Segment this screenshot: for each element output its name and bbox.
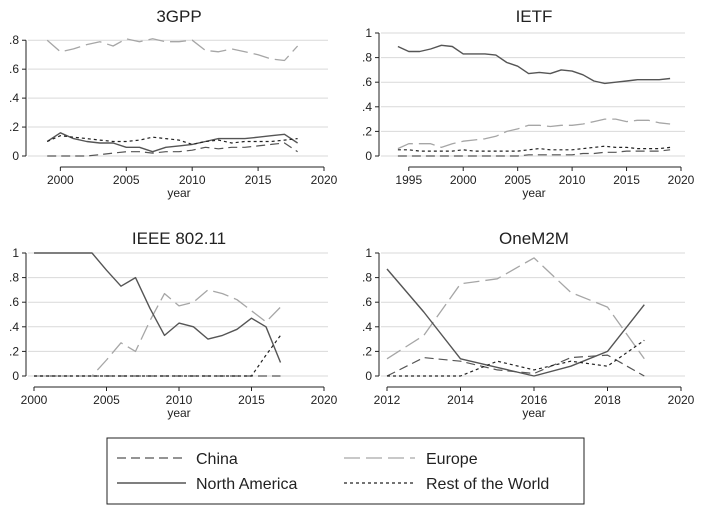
legend-label-europe: Europe [426, 451, 478, 468]
x-tick-label: 2005 [113, 173, 140, 187]
series-line-rest-of-the-world [387, 339, 645, 377]
x-tick-label: 2010 [559, 173, 586, 187]
x-tick-label: 2020 [311, 393, 338, 407]
x-tick-label: 2010 [166, 393, 193, 407]
x-tick-label: 2020 [311, 173, 338, 187]
series-line-rest-of-the-world [34, 335, 281, 377]
x-tick-label: 2015 [245, 173, 272, 187]
series-line-europe [397, 118, 671, 150]
x-tick-label: 2020 [668, 173, 695, 187]
y-tick-label: .6 [9, 62, 19, 76]
legend-box [106, 437, 585, 505]
y-tick-label: .8 [362, 51, 372, 65]
y-tick-label: .6 [362, 295, 372, 309]
panel-ieee-802-11: IEEE 802.11 0 .2 .4 .6 .8 1 2000 2005 2010 2015 202… [9, 229, 338, 420]
panel-title: IEEE 802.11 [132, 229, 226, 248]
y-tick-label: 1 [12, 246, 19, 260]
panel-3gpp: 3GPP 0 .2 .4 .6 .8 2000 2005 2010 2015 2020 year [9, 7, 338, 200]
series-line-rest-of-the-world [397, 145, 671, 152]
x-tick-label: 2014 [447, 393, 474, 407]
series-line-rest-of-the-world [46, 135, 298, 145]
x-axis-label: year [167, 406, 190, 420]
series-line-europe [386, 257, 645, 360]
y-tick-label: .2 [362, 124, 372, 138]
legend-label-rest-of-the-world: Rest of the World [426, 476, 549, 493]
y-tick-label: 0 [365, 149, 372, 163]
series-line-north-america [397, 44, 671, 85]
series-line-north-america [46, 132, 298, 153]
legend: China Europe North America Rest of the W… [106, 437, 585, 505]
x-tick-label: 2015 [238, 393, 265, 407]
y-tick-label: .2 [9, 344, 19, 358]
x-tick-label: 2005 [504, 173, 531, 187]
y-tick-label: .6 [9, 295, 19, 309]
legend-label-china: China [196, 451, 238, 468]
x-tick-label: 2010 [179, 173, 206, 187]
panel-title: OneM2M [499, 229, 569, 248]
x-axis-label: year [167, 186, 190, 200]
y-tick-label: .8 [362, 271, 372, 285]
y-tick-label: .4 [9, 320, 19, 334]
y-tick-label: .4 [362, 100, 372, 114]
series-line-europe [34, 289, 281, 377]
y-tick-label: .4 [9, 91, 19, 105]
y-tick-label: .2 [9, 120, 19, 134]
y-tick-label: 0 [12, 149, 19, 163]
series-line-north-america [386, 268, 645, 377]
x-tick-label: 2015 [613, 173, 640, 187]
panel-title: IETF [516, 7, 553, 26]
x-tick-label: 2005 [93, 393, 120, 407]
series-line-china [397, 149, 671, 157]
y-tick-label: .6 [362, 75, 372, 89]
x-tick-label: 2018 [594, 393, 621, 407]
y-tick-label: 0 [12, 369, 19, 383]
panel-onem2m: OneM2M 0 .2 .4 .6 .8 1 2012 2014 2016 2018 2020 year [362, 229, 695, 420]
y-tick-label: .8 [9, 33, 19, 47]
panel-ietf: IETF 0 .2 .4 .6 .8 1 1995 2000 2005 2010 2015 2020 ye… [362, 7, 695, 200]
y-tick-label: .8 [9, 271, 19, 285]
y-tick-label: 1 [365, 246, 372, 260]
x-tick-label: 2016 [521, 393, 548, 407]
legend-label-north-america: North America [196, 476, 297, 493]
x-tick-label: 1995 [395, 173, 422, 187]
y-tick-label: 1 [365, 26, 372, 40]
x-tick-label: 2000 [47, 173, 74, 187]
x-tick-label: 2020 [668, 393, 695, 407]
x-tick-label: 2012 [374, 393, 401, 407]
series-line-north-america [34, 252, 282, 363]
y-tick-label: .4 [362, 320, 372, 334]
x-axis-label: year [522, 186, 545, 200]
series-line-china [47, 142, 298, 157]
x-axis-label: year [522, 406, 545, 420]
y-tick-label: .2 [362, 344, 372, 358]
x-tick-label: 2000 [21, 393, 48, 407]
series-line-europe [46, 38, 299, 62]
y-tick-label: 0 [365, 369, 372, 383]
panel-title: 3GPP [156, 7, 201, 26]
x-tick-label: 2000 [450, 173, 477, 187]
